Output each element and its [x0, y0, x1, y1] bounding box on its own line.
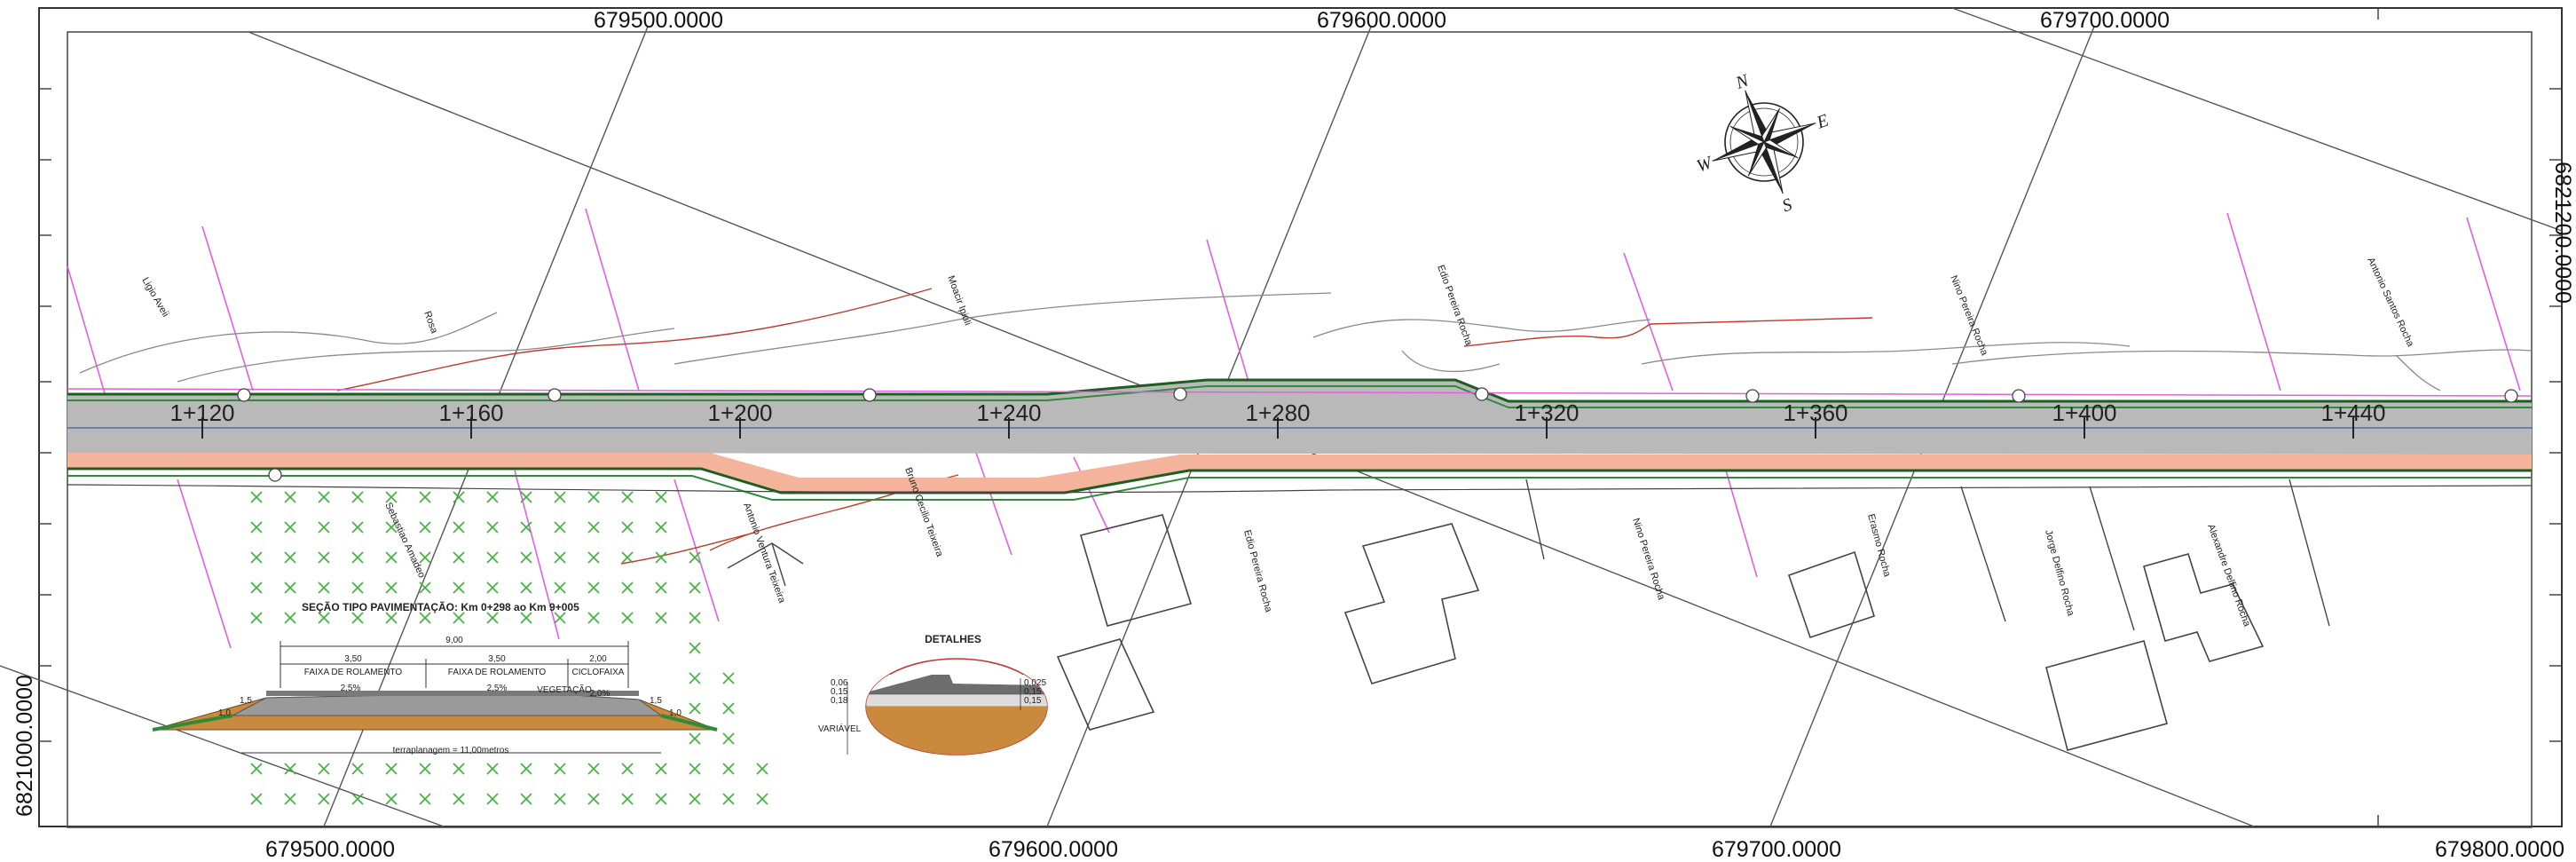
utility-poles — [237, 387, 2518, 482]
coord-top-label: 679500.0000 — [594, 8, 723, 33]
station-labels: 1+120 1+160 1+200 1+240 1+280 1+320 1+36… — [169, 399, 2385, 426]
station-label: 1+400 — [2052, 399, 2116, 426]
coordinate-labels: 679500.0000 679600.0000 679700.0000 6795… — [12, 8, 2575, 862]
compass-w: W — [1694, 153, 1716, 177]
detail-left-label: 0,06 — [831, 678, 848, 688]
detail-right-label: 0,025 — [1024, 678, 1046, 688]
slope-1: 2,5% — [341, 684, 361, 693]
contour-lines-north — [79, 292, 2533, 391]
coord-bottom-label: 679600.0000 — [989, 837, 1118, 862]
ratio-right-b: 1,0 — [669, 708, 681, 718]
lane2-width: 3,50 — [488, 654, 506, 664]
detail-inset: DETALHES 0,06 0,15 0,18 0,025 0,15 0,15 … — [818, 633, 1048, 755]
street-label: Ligio Aveii — [139, 276, 170, 320]
coord-bottom-label: 679800.0000 — [2435, 837, 2564, 862]
street-label: Jorge Delfino Rocha — [2043, 529, 2076, 618]
vegetation-area — [250, 491, 768, 805]
street-label: Nino Pereira Rocha — [1948, 274, 1989, 358]
terrain-width: terraplanagem = 11,00metros — [393, 746, 509, 755]
street-label: Antonio Santos Rocha — [2365, 256, 2416, 349]
section-width: 9,00 — [445, 636, 463, 645]
station-label: 1+440 — [2320, 399, 2385, 426]
coord-left-label: 6821000.0000 — [12, 675, 37, 817]
ratio-right-a: 1,5 — [650, 696, 662, 706]
vegetation-label: VEGETAÇÃO — [537, 684, 592, 695]
street-label: Alexandre Delfino Rocha — [2205, 523, 2252, 629]
buildings — [1056, 514, 2265, 751]
compass-e: E — [1814, 111, 1832, 133]
property-lines — [67, 208, 2521, 649]
lot-lines-south — [727, 478, 2330, 631]
coord-bottom-label: 679700.0000 — [1712, 837, 1841, 862]
station-label: 1+320 — [1514, 399, 1579, 426]
compass-n: N — [1732, 70, 1753, 93]
station-label: 1+240 — [976, 399, 1041, 426]
detail-variable: VARIÁVEL — [818, 723, 862, 734]
compass-s: S — [1780, 194, 1795, 216]
station-label: 1+160 — [438, 399, 503, 426]
street-label: Erasmo Rocha — [1865, 513, 1893, 579]
ratio-left-a: 1,5 — [240, 696, 252, 706]
street-label: Antonio Ventura Teixeira — [741, 502, 787, 605]
road-pavement — [67, 380, 2532, 455]
detail-right-label: 0,15 — [1024, 696, 1042, 706]
lane2-label: FAIXA DE ROLAMENTO — [448, 668, 547, 677]
cycle-label: CICLOFAIXA — [572, 668, 625, 677]
station-label: 1+200 — [707, 399, 772, 426]
station-ticks — [201, 417, 2354, 439]
coord-top-label: 679700.0000 — [2040, 8, 2170, 33]
slope-2: 2,5% — [487, 684, 508, 693]
street-label: Sebastiao Amadeo — [382, 501, 427, 580]
detail-right-label: 0,15 — [1024, 687, 1042, 697]
street-label: Nino Pereira Rocha — [1630, 517, 1666, 602]
street-label: Edio Pereira Rocha — [1241, 529, 1274, 614]
detail-left-label: 0,18 — [831, 696, 848, 706]
street-label: Edio Pereira Rocha — [1435, 264, 1474, 348]
station-label: 1+360 — [1783, 399, 1847, 426]
coord-top-label: 679600.0000 — [1317, 8, 1446, 33]
bike-lane — [67, 453, 2532, 493]
street-label: Rosa — [421, 310, 439, 336]
station-label: 1+280 — [1245, 399, 1310, 426]
cycle-width: 2,00 — [589, 654, 607, 664]
detail-left-label: 0,15 — [831, 687, 848, 697]
detail-title: DETALHES — [925, 633, 981, 645]
north-arrow-icon: N S E W — [1694, 70, 1832, 216]
map-frame — [38, 7, 2563, 827]
ratio-left-b: 1,0 — [218, 708, 231, 718]
cross-section: SEÇÃO TIPO PAVIMENTAÇÃO: Km 0+298 ao Km … — [152, 600, 718, 755]
lane1-width: 3,50 — [344, 654, 362, 664]
station-label: 1+120 — [169, 399, 234, 426]
lane1-label: FAIXA DE ROLAMENTO — [304, 668, 403, 677]
section-title: SEÇÃO TIPO PAVIMENTAÇÃO: Km 0+298 ao Km … — [302, 600, 579, 613]
coord-right-label: 6821200.0000 — [2550, 162, 2575, 304]
frame-ticks — [39, 8, 2562, 826]
slope-3: 2,0% — [590, 689, 611, 699]
coord-bottom-label: 679500.0000 — [265, 837, 395, 862]
